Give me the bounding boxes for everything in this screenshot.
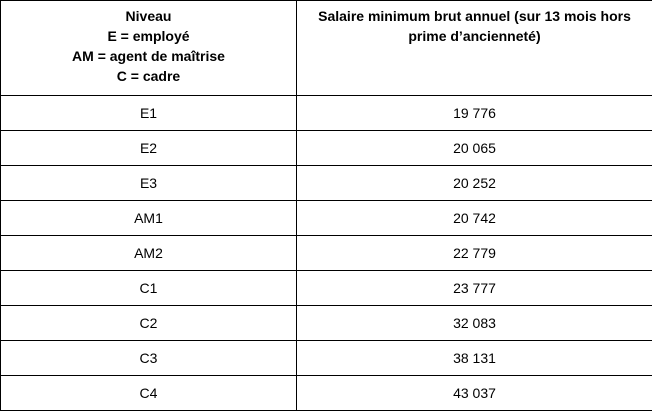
salary-cell: 43 037	[296, 375, 652, 411]
table-row: E1 19 776	[0, 95, 652, 131]
level-cell: AM2	[0, 235, 297, 271]
table-row: C3 38 131	[0, 340, 652, 376]
table-row: E2 20 065	[0, 130, 652, 166]
table-row: C2 32 083	[0, 305, 652, 341]
level-cell: AM1	[0, 200, 297, 236]
salary-cell: 20 065	[296, 130, 652, 166]
level-column-header: Niveau E = employé AM = agent de maîtris…	[0, 0, 297, 96]
salary-cell: 19 776	[296, 95, 652, 131]
table-row: E3 20 252	[0, 165, 652, 201]
level-cell: E2	[0, 130, 297, 166]
level-cell: C4	[0, 375, 297, 411]
salary-cell: 38 131	[296, 340, 652, 376]
level-cell: E3	[0, 165, 297, 201]
level-cell: E1	[0, 95, 297, 131]
level-cell: C1	[0, 270, 297, 306]
table-row: C4 43 037	[0, 375, 652, 411]
table-row: C1 23 777	[0, 270, 652, 306]
salary-cell: 20 252	[296, 165, 652, 201]
salary-column-header: Salaire minimum brut annuel (sur 13 mois…	[296, 0, 652, 96]
salary-cell: 22 779	[296, 235, 652, 271]
table-row: AM2 22 779	[0, 235, 652, 271]
level-cell: C3	[0, 340, 297, 376]
salary-cell: 23 777	[296, 270, 652, 306]
salary-cell: 32 083	[296, 305, 652, 341]
header-row: Niveau E = employé AM = agent de maîtris…	[0, 0, 652, 96]
table-row: AM1 20 742	[0, 200, 652, 236]
salary-cell: 20 742	[296, 200, 652, 236]
level-cell: C2	[0, 305, 297, 341]
